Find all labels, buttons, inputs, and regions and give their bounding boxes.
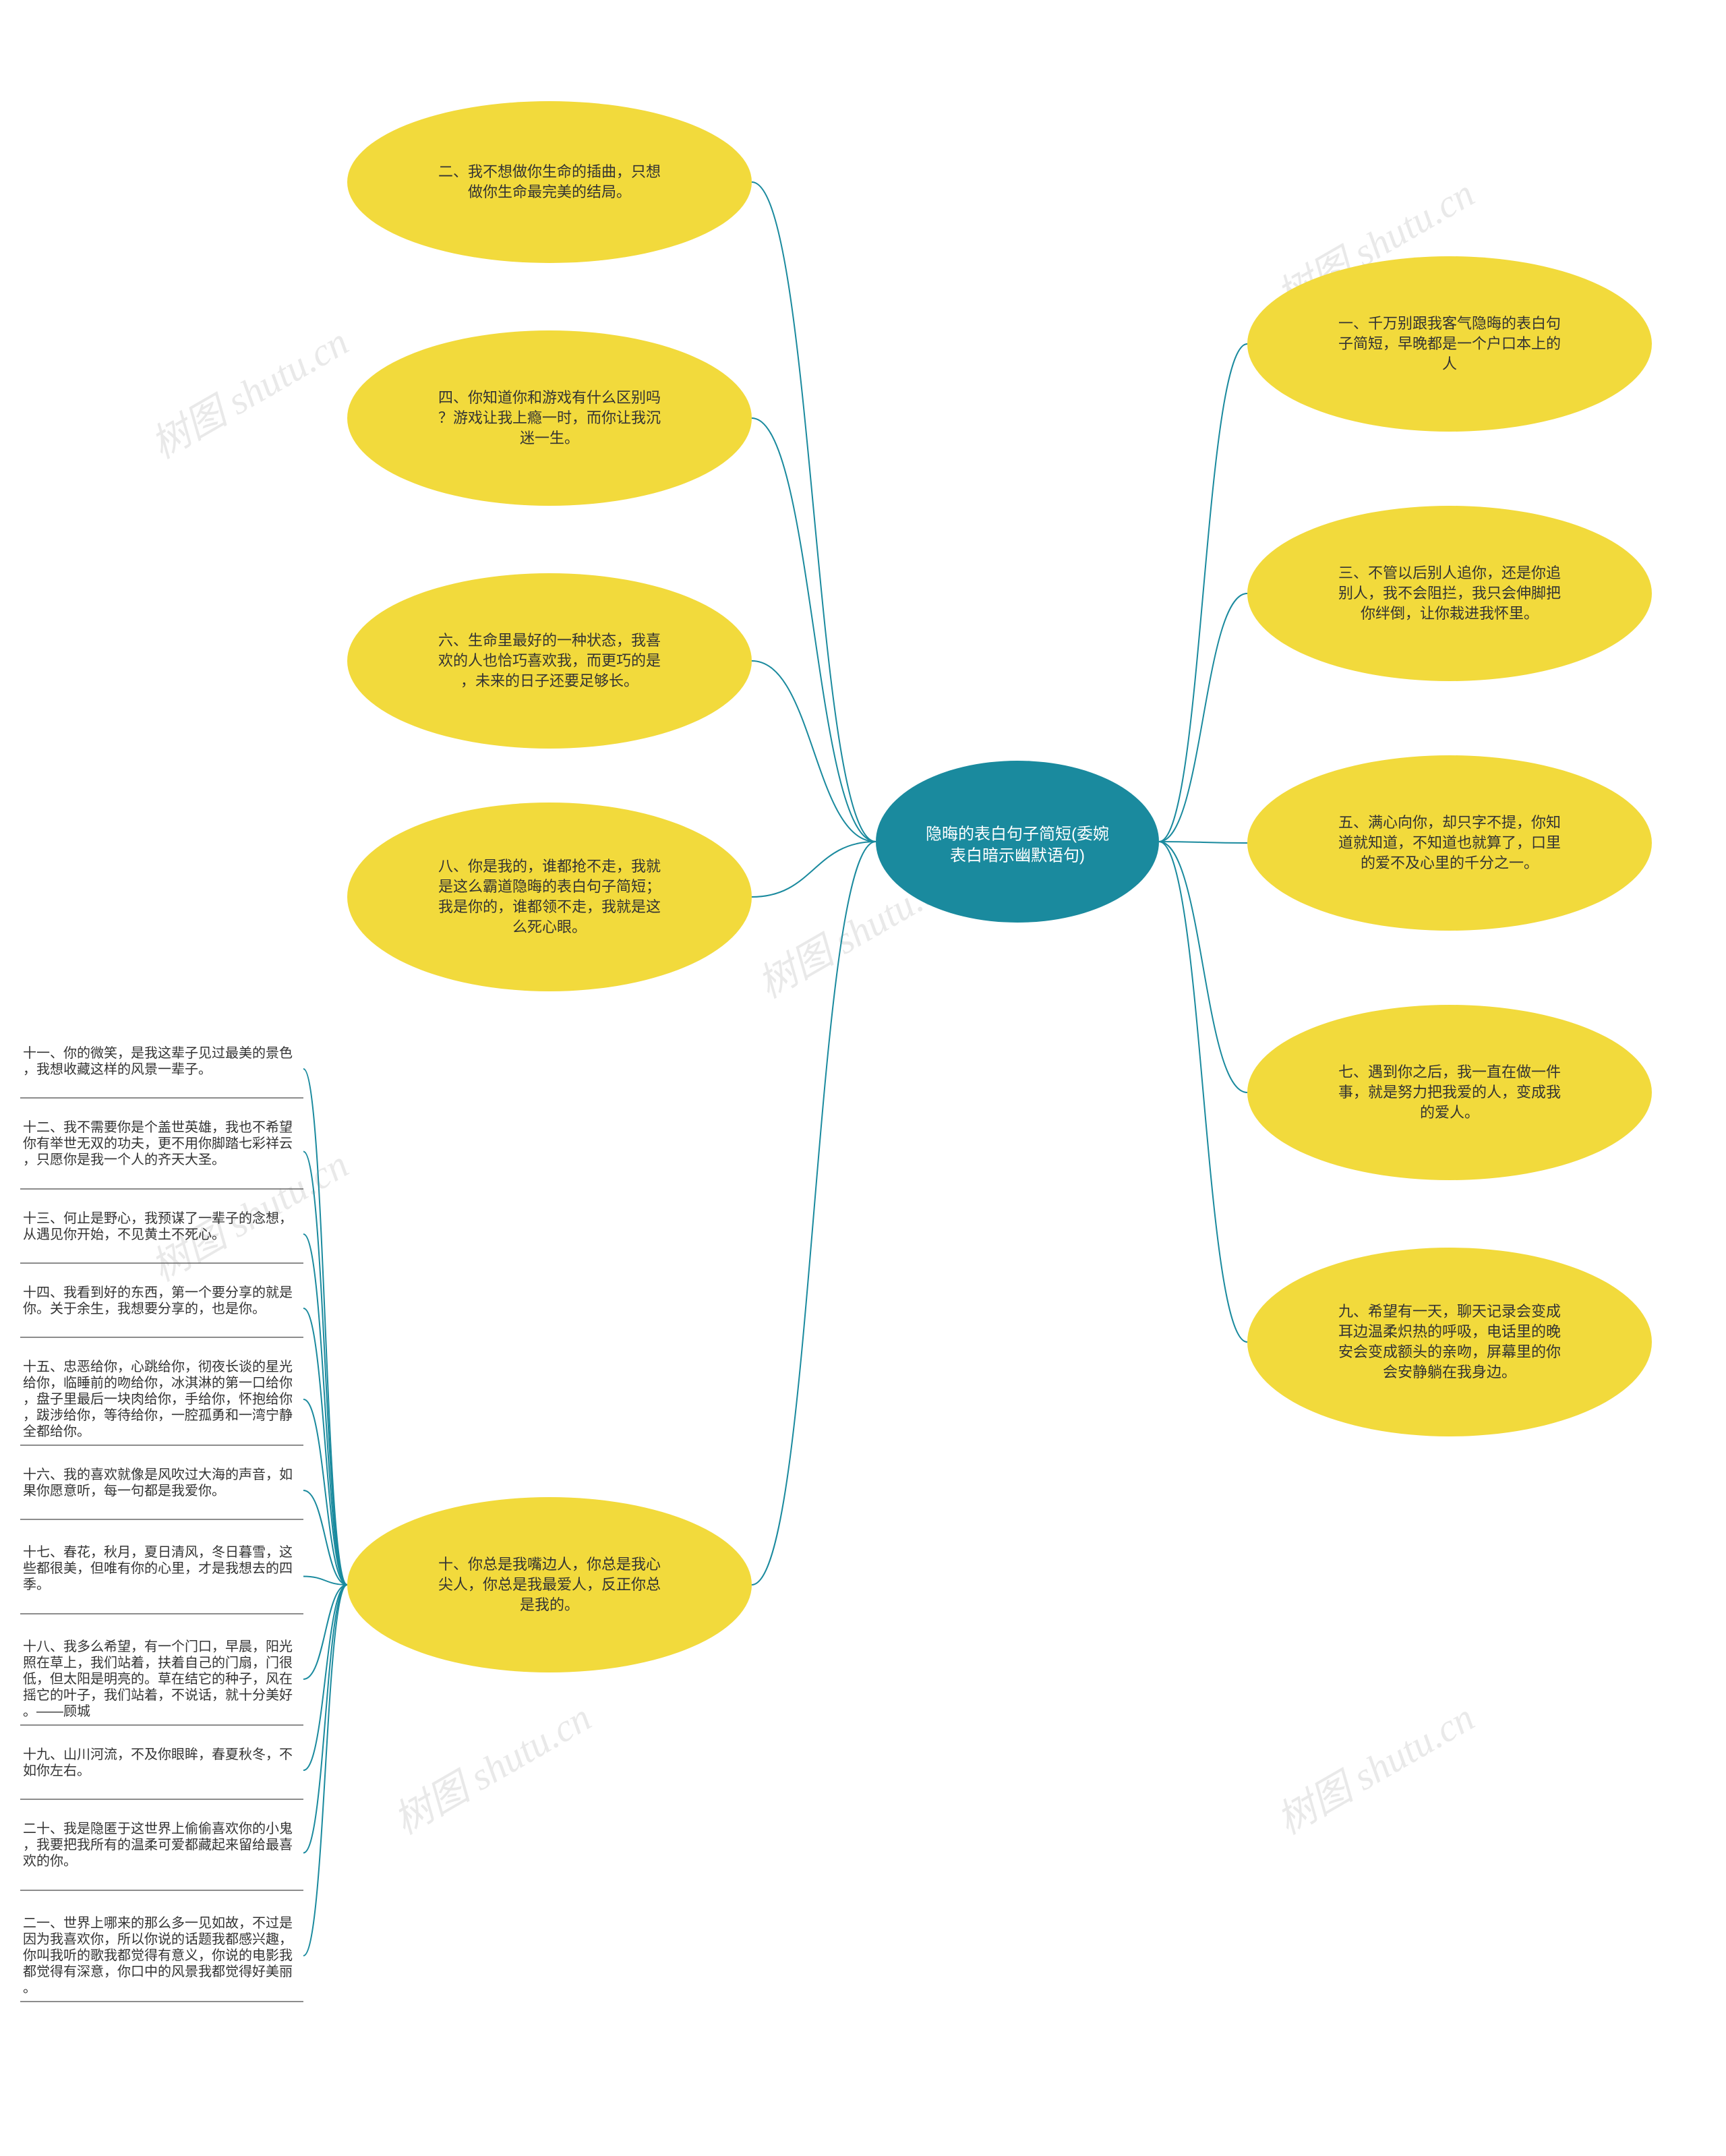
- leaf-text: 如你左右。: [23, 1763, 90, 1778]
- leaf-text: 十九、山川河流，不及你眼眸，春夏秋冬，不: [23, 1747, 293, 1762]
- connector: [1159, 344, 1247, 842]
- right-oval-text: 人: [1442, 355, 1457, 372]
- leaf-text: 摇它的叶子，我们站着，不说话，就十分美好: [23, 1687, 293, 1703]
- leaf-text: 十三、何止是野心，我预谋了一辈子的念想，: [23, 1210, 293, 1226]
- leaf-text: 十八、我多么希望，有一个门口，早晨，阳光: [23, 1639, 293, 1654]
- leaf-text: 因为我喜欢你，所以你说的话题我都感兴趣，: [23, 1931, 293, 1947]
- leaf-text: 。: [23, 1981, 36, 1995]
- leaf-text: 些都很美，但唯有你的心里，才是我想去的四: [23, 1561, 293, 1576]
- leaf-text: 十二、我不需要你是个盖世英雄，我也不希望: [23, 1119, 293, 1135]
- leaf-text: ，我想收藏这样的风景一辈子。: [23, 1061, 212, 1077]
- leaf-text: 。——顾城: [23, 1703, 90, 1719]
- left-oval-text: 十、你总是我嘴边人，你总是我心: [438, 1556, 661, 1573]
- leaf-connector: [303, 1585, 347, 1956]
- right-oval-text: 会安静躺在我身边。: [1383, 1364, 1516, 1380]
- leaf-text: ，只愿你是我一个人的齐天大圣。: [23, 1152, 225, 1167]
- left-oval-node: [347, 803, 752, 991]
- left-oval-text: ，未来的日子还要足够长。: [460, 672, 638, 689]
- left-oval-text: 是我的。: [520, 1596, 579, 1613]
- watermark: 树图 shutu.cn: [144, 320, 355, 467]
- right-oval-text: 九、希望有一天，聊天记录会变成: [1338, 1303, 1561, 1320]
- right-oval-text: 五、满心向你，却只字不提，你知: [1338, 814, 1561, 831]
- right-oval-text: 七、遇到你之后，我一直在做一件: [1338, 1064, 1561, 1080]
- right-oval-text: 你绊倒，让你栽进我怀里。: [1361, 605, 1539, 622]
- right-oval-text: 一、千万别跟我客气隐晦的表白句: [1338, 315, 1561, 332]
- leaf-text: 你。关于余生，我想要分享的，也是你。: [23, 1301, 266, 1316]
- center-node-text: 隐晦的表白句子简短(委婉: [926, 825, 1109, 843]
- right-oval-text: 子简短，早晚都是一个户口本上的: [1338, 335, 1561, 352]
- leaf-text: 季。: [23, 1577, 50, 1592]
- connector: [1159, 842, 1247, 1092]
- right-oval-text: 事，就是努力把我爱的人，变成我: [1338, 1084, 1561, 1101]
- connector: [1159, 593, 1247, 842]
- right-oval-text: 三、不管以后别人追你，还是你追: [1338, 564, 1561, 581]
- left-oval-text: 八、你是我的，谁都抢不走，我就: [438, 858, 661, 875]
- leaf-text: 你叫我听的歌我都觉得有意义，你说的电影我: [23, 1948, 293, 1963]
- left-oval-text: 是这么霸道隐晦的表白句子简短；: [438, 878, 661, 895]
- leaf-text: 十六、我的喜欢就像是风吹过大海的声音，如: [23, 1467, 293, 1482]
- leaf-text: 照在草上，我们站着，扶着自己的门扇，门很: [23, 1655, 293, 1670]
- leaf-text: 十五、忠恶给你，心跳给你，彻夜长谈的星光: [23, 1359, 293, 1374]
- right-oval-text: 耳边温柔炽热的呼吸，电话里的晚: [1338, 1323, 1561, 1340]
- left-oval-text: 二、我不想做你生命的插曲，只想: [438, 163, 661, 180]
- leaf-text: 二一、世界上哪来的那么多一见如故，不过是: [23, 1915, 293, 1931]
- connector: [1159, 842, 1247, 1342]
- right-oval-text: 道就知道，不知道也就算了，口里: [1338, 834, 1561, 851]
- right-oval-node: [1247, 1248, 1652, 1436]
- connector: [752, 418, 876, 842]
- leaf-text: 二十、我是隐匿于这世界上偷偷喜欢你的小鬼: [23, 1821, 293, 1836]
- leaf-text: 从遇见你开始，不见黄土不死心。: [23, 1227, 225, 1242]
- left-oval-text: 六、生命里最好的一种状态，我喜: [438, 632, 661, 649]
- watermark: 树图 shutu.cn: [386, 1695, 598, 1843]
- leaf-text: 十四、我看到好的东西，第一个要分享的就是: [23, 1285, 293, 1300]
- leaf-connector: [303, 1399, 347, 1585]
- left-oval-text: 么死心眼。: [512, 919, 587, 935]
- leaf-connector: [303, 1308, 347, 1585]
- right-oval-text: 的爱不及心里的千分之一。: [1361, 854, 1539, 871]
- leaf-connector: [303, 1585, 347, 1853]
- watermark: 树图 shutu.cn: [1270, 1695, 1481, 1843]
- leaf-connector: [303, 1234, 347, 1585]
- leaf-text: 低，但太阳是明亮的。草在结它的种子，风在: [23, 1671, 293, 1687]
- leaf-text: ，我要把我所有的温柔可爱都藏起来留给最喜: [23, 1837, 293, 1853]
- connector: [752, 182, 876, 842]
- leaf-connector: [303, 1585, 347, 1770]
- leaf-text: ，跋涉给你，等待给你，一腔孤勇和一湾宁静: [23, 1407, 293, 1423]
- leaf-text: 十七、春花，秋月，夏日清风，冬日暮雪，这: [23, 1544, 293, 1560]
- mindmap-canvas: 树图 shutu.cn树图 shutu.cn树图 shutu.cn树图 shut…: [0, 0, 1726, 2156]
- center-node-text: 表白暗示幽默语句): [950, 846, 1085, 865]
- left-oval-text: ？游戏让我上瘾一时，而你让我沉: [438, 409, 661, 426]
- right-oval-text: 别人，我不会阻拦，我只会伸脚把: [1338, 585, 1561, 602]
- left-oval-text: 我是你的，谁都领不走，我就是这: [438, 898, 661, 915]
- right-oval-text: 的爱人。: [1420, 1104, 1479, 1121]
- leaf-text: ，盘子里最后一块肉给你，手给你，怀抱给你: [23, 1391, 293, 1407]
- leaf-text: 果你愿意听，每一句都是我爱你。: [23, 1483, 225, 1498]
- left-oval-text: 做你生命最完美的结局。: [468, 183, 631, 200]
- connector: [752, 661, 876, 842]
- left-oval-text: 欢的人也恰巧喜欢我，而更巧的是: [438, 652, 661, 669]
- connector: [1159, 842, 1247, 843]
- left-oval-text: 迷一生。: [520, 430, 579, 446]
- leaf-text: 你有举世无双的功夫，更不用你脚踏七彩祥云: [23, 1136, 293, 1151]
- leaf-text: 欢的你。: [23, 1853, 77, 1869]
- left-oval-text: 尖人，你总是我最爱人，反正你总: [438, 1576, 661, 1593]
- leaf-connector: [303, 1152, 347, 1585]
- leaf-text: 都觉得有深意，你口中的风景我都觉得好美丽: [23, 1964, 293, 1979]
- right-oval-text: 安会变成额头的亲吻，屏幕里的你: [1338, 1343, 1561, 1360]
- left-oval-node: [347, 101, 752, 263]
- leaf-text: 给你，临睡前的吻给你，冰淇淋的第一口给你: [23, 1375, 293, 1391]
- leaf-text: 全都给你。: [23, 1424, 90, 1439]
- leaf-text: 十一、你的微笑，是我这辈子见过最美的景色: [23, 1045, 293, 1061]
- left-oval-text: 四、你知道你和游戏有什么区别吗: [438, 389, 661, 406]
